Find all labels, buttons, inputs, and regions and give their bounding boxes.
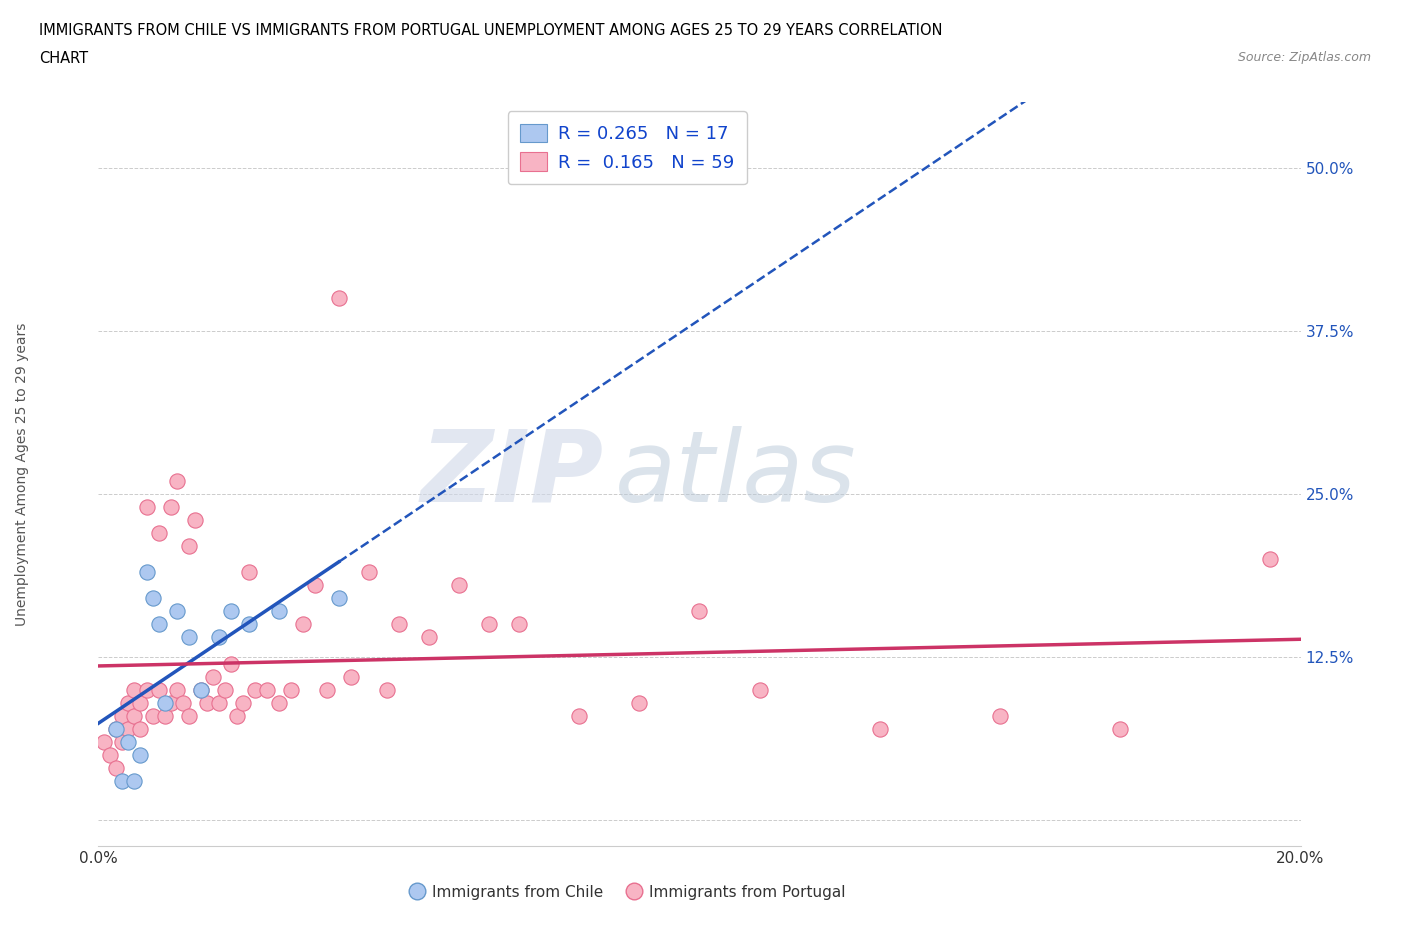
- Point: [124, 709, 146, 724]
- Point: [153, 709, 176, 724]
- Point: [195, 696, 218, 711]
- Point: [190, 683, 212, 698]
- Point: [304, 578, 326, 592]
- Point: [124, 683, 146, 698]
- Point: [129, 696, 152, 711]
- Point: [291, 617, 314, 631]
- Point: [340, 670, 363, 684]
- Point: [219, 657, 242, 671]
- Point: [238, 565, 260, 579]
- Point: [129, 722, 152, 737]
- Point: [988, 709, 1011, 724]
- Point: [267, 696, 290, 711]
- Point: [117, 696, 139, 711]
- Point: [328, 591, 350, 605]
- Text: ZIP: ZIP: [420, 426, 603, 523]
- Point: [135, 565, 157, 579]
- Point: [328, 291, 350, 306]
- Point: [238, 617, 260, 631]
- Point: [111, 735, 134, 750]
- Point: [688, 604, 710, 618]
- Point: [243, 683, 266, 698]
- Point: [148, 683, 170, 698]
- Point: [166, 604, 188, 618]
- Point: [748, 683, 770, 698]
- Point: [478, 617, 501, 631]
- Point: [190, 683, 212, 698]
- Point: [166, 683, 188, 698]
- Point: [256, 683, 278, 698]
- Point: [129, 748, 152, 763]
- Point: [93, 735, 115, 750]
- Point: [105, 761, 128, 776]
- Text: Source: ZipAtlas.com: Source: ZipAtlas.com: [1237, 51, 1371, 64]
- Text: atlas: atlas: [616, 426, 858, 523]
- Text: IMMIGRANTS FROM CHILE VS IMMIGRANTS FROM PORTUGAL UNEMPLOYMENT AMONG AGES 25 TO : IMMIGRANTS FROM CHILE VS IMMIGRANTS FROM…: [39, 23, 943, 38]
- Point: [117, 722, 139, 737]
- Point: [508, 617, 530, 631]
- Point: [124, 774, 146, 789]
- Point: [177, 709, 200, 724]
- Point: [869, 722, 891, 737]
- Point: [159, 696, 181, 711]
- Point: [280, 683, 302, 698]
- Point: [166, 473, 188, 488]
- Point: [135, 683, 157, 698]
- Point: [214, 683, 236, 698]
- Point: [172, 696, 194, 711]
- Point: [375, 683, 398, 698]
- Point: [100, 748, 122, 763]
- Point: [177, 630, 200, 644]
- Point: [141, 709, 163, 724]
- Point: [105, 722, 128, 737]
- Point: [105, 722, 128, 737]
- Point: [159, 499, 181, 514]
- Point: [111, 709, 134, 724]
- Point: [111, 774, 134, 789]
- Point: [315, 683, 337, 698]
- Point: [1109, 722, 1132, 737]
- Point: [447, 578, 470, 592]
- Point: [208, 696, 231, 711]
- Y-axis label: Unemployment Among Ages 25 to 29 years: Unemployment Among Ages 25 to 29 years: [15, 323, 30, 626]
- Point: [177, 538, 200, 553]
- Point: [232, 696, 254, 711]
- Point: [208, 630, 231, 644]
- Point: [1260, 551, 1282, 566]
- Point: [201, 670, 224, 684]
- Point: [267, 604, 290, 618]
- Point: [153, 696, 176, 711]
- Point: [219, 604, 242, 618]
- Text: CHART: CHART: [39, 51, 89, 66]
- Point: [357, 565, 380, 579]
- Legend: Immigrants from Chile, Immigrants from Portugal: Immigrants from Chile, Immigrants from P…: [404, 879, 852, 906]
- Point: [117, 735, 139, 750]
- Point: [141, 591, 163, 605]
- Point: [568, 709, 591, 724]
- Point: [418, 630, 440, 644]
- Point: [148, 617, 170, 631]
- Point: [388, 617, 411, 631]
- Point: [183, 512, 205, 527]
- Point: [135, 499, 157, 514]
- Point: [628, 696, 651, 711]
- Point: [225, 709, 247, 724]
- Point: [148, 525, 170, 540]
